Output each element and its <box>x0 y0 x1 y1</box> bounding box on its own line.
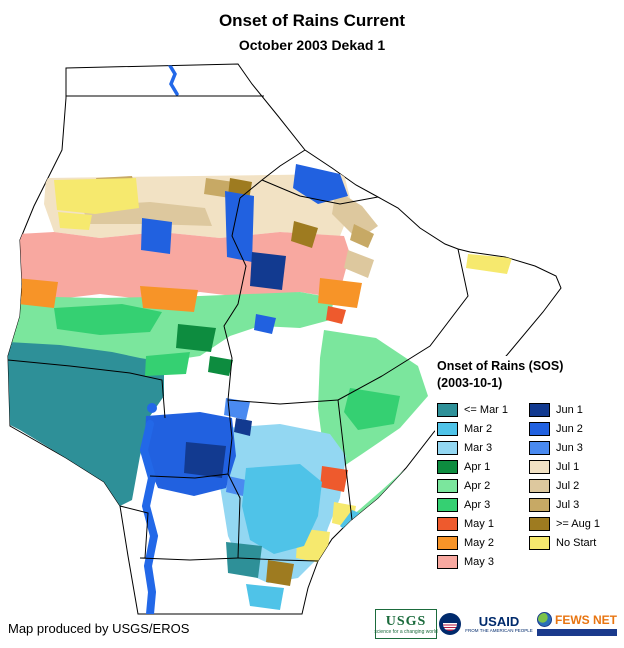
legend-label: <= Mar 1 <box>464 403 509 416</box>
legend-item: No Start <box>529 533 619 552</box>
globe-icon <box>537 612 552 627</box>
legend-swatch <box>529 459 550 474</box>
legend-label: Apr 1 <box>464 460 491 473</box>
legend-subtitle: (2003-10-1) <box>437 376 503 390</box>
usaid-logo-text-block: USAID FROM THE AMERICAN PEOPLE <box>465 615 532 634</box>
legend-label: No Start <box>556 536 597 549</box>
legend-swatch <box>437 421 458 436</box>
legend-swatch <box>437 535 458 550</box>
legend-swatch <box>437 440 458 455</box>
legend-title: Onset of Rains (SOS) <box>437 359 564 373</box>
legend-item: Mar 2 <box>437 419 527 438</box>
legend-label: May 3 <box>464 555 494 568</box>
fewsnet-logo-bar <box>537 629 617 636</box>
rivers-layer <box>139 64 179 614</box>
legend-item: Apr 1 <box>437 457 527 476</box>
country-borders-layer <box>7 95 469 562</box>
legend-label: Jun 3 <box>556 441 583 454</box>
legend-swatch <box>529 478 550 493</box>
legend-swatch <box>437 516 458 531</box>
legend-label: Jun 1 <box>556 403 583 416</box>
legend-columns: <= Mar 1 Mar 2 Mar 3 Apr 1 Apr 2 Apr 3 M… <box>437 400 623 571</box>
legend-swatch <box>437 402 458 417</box>
map-legend: Onset of Rains (SOS) (2003-10-1) <= Mar … <box>435 356 623 571</box>
rain-onset-regions-layer <box>8 164 512 610</box>
usaid-seal-icon <box>439 613 462 635</box>
legend-label: Mar 3 <box>464 441 493 454</box>
legend-item: Jun 1 <box>529 400 619 419</box>
legend-swatch <box>529 535 550 550</box>
legend-item: May 2 <box>437 533 527 552</box>
legend-label: >= Aug 1 <box>556 517 601 530</box>
legend-swatch <box>437 478 458 493</box>
fewsnet-logo-text: FEWS NET <box>555 612 617 627</box>
legend-item: May 1 <box>437 514 527 533</box>
usaid-logo-tagline: FROM THE AMERICAN PEOPLE <box>465 627 533 633</box>
legend-item: >= Aug 1 <box>529 514 619 533</box>
usgs-logo-text: USGS <box>385 613 427 629</box>
legend-item: Apr 3 <box>437 495 527 514</box>
legend-item: Jul 2 <box>529 476 619 495</box>
legend-label: Jul 1 <box>556 460 580 473</box>
fewsnet-logo-row: FEWS NET <box>537 612 617 627</box>
legend-item: Jul 3 <box>529 495 619 514</box>
legend-swatch <box>437 497 458 512</box>
legend-label: Apr 3 <box>464 498 491 511</box>
legend-label: Jul 3 <box>556 498 580 511</box>
legend-swatch <box>437 554 458 569</box>
legend-item: Jun 2 <box>529 419 619 438</box>
legend-label: May 2 <box>464 536 494 549</box>
legend-swatch <box>437 459 458 474</box>
map <box>7 63 562 615</box>
map-credit: Map produced by USGS/EROS <box>8 621 190 636</box>
legend-label: May 1 <box>464 517 494 530</box>
legend-item: Mar 3 <box>437 438 527 457</box>
legend-label: Jun 2 <box>556 422 583 435</box>
legend-swatch <box>529 421 550 436</box>
legend-item: Apr 2 <box>437 476 527 495</box>
legend-label: Apr 2 <box>464 479 491 492</box>
legend-swatch <box>529 402 550 417</box>
legend-swatch <box>529 497 550 512</box>
fewsnet-logo: FEWS NET <box>535 609 619 639</box>
footer-logos: USGS science for a changing world USAID … <box>374 609 619 639</box>
usgs-logo: USGS science for a changing world <box>374 609 438 639</box>
legend-item: May 3 <box>437 552 527 571</box>
usaid-logo: USAID FROM THE AMERICAN PEOPLE <box>439 609 533 639</box>
legend-label: Jul 2 <box>556 479 580 492</box>
legend-item: Jun 3 <box>529 438 619 457</box>
legend-swatch <box>529 440 550 455</box>
legend-label: Mar 2 <box>464 422 493 435</box>
page-title: Onset of Rains Current <box>218 11 406 30</box>
legend-column-right: Jun 1 Jun 2 Jun 3 Jul 1 Jul 2 Jul 3 >= A… <box>529 400 619 571</box>
usgs-logo-tagline: science for a changing world <box>374 628 438 635</box>
page-subtitle: October 2003 Dekad 1 <box>238 37 386 53</box>
legend-item: <= Mar 1 <box>437 400 527 419</box>
usaid-logo-text: USAID <box>478 613 520 629</box>
legend-swatch <box>529 516 550 531</box>
legend-column-left: <= Mar 1 Mar 2 Mar 3 Apr 1 Apr 2 Apr 3 M… <box>437 400 527 571</box>
legend-item: Jul 1 <box>529 457 619 476</box>
